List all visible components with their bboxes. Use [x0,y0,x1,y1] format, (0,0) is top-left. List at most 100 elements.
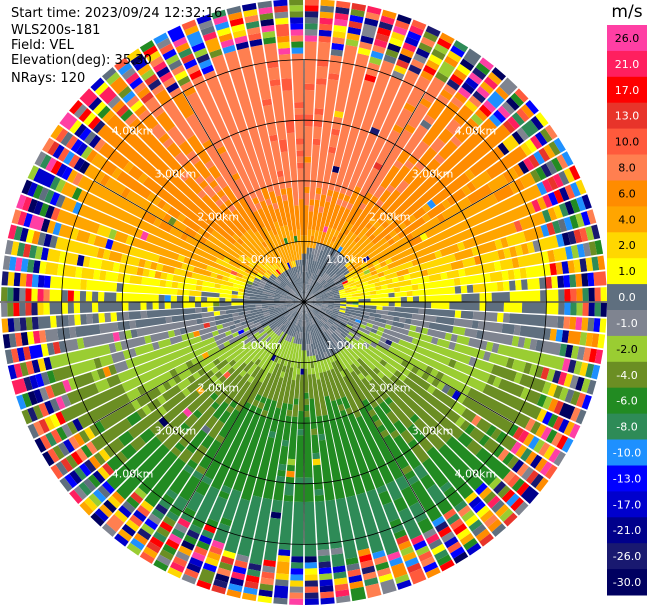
velocity-gate [162,543,177,556]
velocity-gate [204,37,221,53]
velocity-gate [202,139,213,150]
velocity-gate [207,551,221,562]
velocity-gate [328,171,339,191]
velocity-gate [338,313,351,320]
velocity-gate [66,169,78,183]
velocity-gate [179,475,201,502]
velocity-gate [184,176,203,195]
velocity-gate [428,322,454,333]
velocity-gate [215,434,225,444]
velocity-gate [463,537,478,551]
velocity-gate [328,55,343,75]
velocity-gate [217,326,231,335]
velocity-gate [436,213,446,223]
velocity-gate [558,289,565,302]
velocity-gate [16,347,26,362]
velocity-gate [363,255,370,263]
velocity-gate [228,11,243,21]
velocity-gate [159,43,174,55]
velocity-gate [372,550,386,560]
velocity-gate [222,44,236,54]
velocity-gate [346,32,360,41]
velocity-gate [600,302,607,317]
velocity-gate [423,114,436,126]
velocity-gate [523,362,533,375]
velocity-gate [337,231,344,239]
velocity-gate [575,376,585,391]
velocity-gate [209,321,217,327]
velocity-gate [361,265,369,272]
velocity-gate [304,283,321,302]
velocity-gate [246,326,264,339]
velocity-gate [120,108,134,122]
colorbar-tick-label: 4.0 [618,213,636,226]
velocity-gate [296,138,304,145]
velocity-gate [511,131,525,145]
velocity-gate [215,334,234,346]
velocity-gate [381,314,394,321]
colorbar-tick-label: 0.0 [618,291,636,304]
velocity-gate [182,407,193,418]
velocity-gate [360,559,374,569]
velocity-gate [340,231,354,248]
velocity-gate [421,269,429,277]
velocity-gate [335,497,358,560]
velocity-gate [330,283,337,289]
velocity-gate [43,275,51,288]
velocity-gate [495,431,507,444]
velocity-gate [546,302,559,315]
velocity-gate [219,310,227,315]
velocity-gate [342,338,349,345]
velocity-gate [294,294,300,299]
velocity-gate [490,428,502,441]
velocity-gate [348,331,355,338]
range-ring-label: 2.00km [369,382,411,395]
velocity-gate [337,351,354,373]
velocity-gate [306,290,309,297]
velocity-gate [413,418,445,451]
velocity-gate [376,306,383,310]
velocity-gate [396,149,411,165]
velocity-gate [409,568,427,585]
velocity-gate [530,454,543,469]
velocity-gate [65,135,78,150]
velocity-gate [471,414,482,427]
velocity-gate [305,326,309,345]
colorbar-swatch [607,543,647,570]
velocity-gate [7,318,15,333]
velocity-gate [244,268,252,275]
velocity-gate [347,277,354,283]
velocity-gate [366,322,374,328]
velocity-gate [111,351,126,364]
velocity-gate [165,488,178,500]
velocity-gate [291,302,304,316]
velocity-gate [280,238,286,246]
velocity-gate [400,47,415,59]
velocity-gate [263,402,288,500]
velocity-gate [155,111,176,132]
velocity-gate [311,199,320,231]
velocity-gate [284,312,290,318]
velocity-gate [513,372,523,384]
velocity-gate [69,326,77,339]
velocity-gate [101,109,115,123]
velocity-gate [332,165,340,174]
velocity-gate [304,586,319,593]
velocity-gate [387,311,413,319]
velocity-gate [210,392,219,401]
velocity-gate [190,444,208,465]
velocity-gate [359,553,373,563]
velocity-gate [382,306,395,312]
velocity-gate [252,436,275,498]
velocity-gate [342,375,365,410]
velocity-gate [345,132,378,197]
velocity-gate [334,12,349,21]
velocity-gate [570,198,581,214]
velocity-gate [289,5,304,12]
velocity-gate [344,345,360,361]
velocity-gate [402,551,417,562]
velocity-gate [305,284,308,297]
velocity-gate [424,365,434,375]
velocity-gate [304,41,317,85]
velocity-gate [470,113,484,126]
